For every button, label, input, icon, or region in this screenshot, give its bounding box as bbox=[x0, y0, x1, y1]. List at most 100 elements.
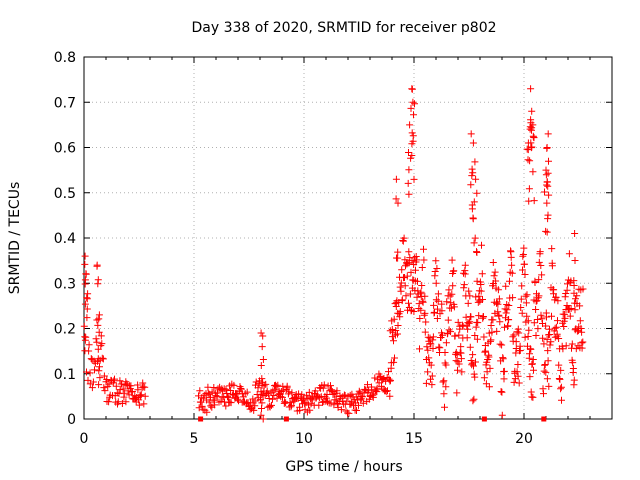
data-point bbox=[447, 299, 455, 307]
data-point bbox=[111, 375, 118, 383]
data-point bbox=[439, 331, 446, 339]
data-point bbox=[283, 382, 291, 390]
data-point bbox=[526, 373, 534, 381]
data-point bbox=[203, 408, 211, 416]
data-point bbox=[243, 388, 251, 396]
data-point bbox=[119, 385, 127, 393]
data-point bbox=[397, 287, 405, 295]
data-point bbox=[327, 399, 335, 407]
data-point bbox=[528, 360, 536, 368]
data-point bbox=[414, 277, 421, 285]
data-point bbox=[429, 345, 437, 352]
data-point bbox=[510, 378, 518, 386]
data-point bbox=[471, 234, 479, 242]
data-point bbox=[460, 281, 468, 289]
data-point bbox=[523, 312, 531, 320]
data-point bbox=[540, 340, 548, 348]
data-point bbox=[554, 317, 561, 325]
data-point bbox=[204, 389, 212, 397]
data-point bbox=[432, 257, 440, 265]
data-point bbox=[539, 334, 547, 342]
data-point bbox=[421, 292, 429, 300]
data-point bbox=[548, 245, 556, 253]
data-point bbox=[411, 100, 418, 108]
data-point bbox=[327, 382, 334, 390]
data-point bbox=[81, 280, 89, 288]
data-point bbox=[405, 190, 413, 198]
data-point bbox=[222, 385, 230, 393]
data-point bbox=[487, 336, 495, 344]
data-point bbox=[543, 313, 550, 321]
data-point bbox=[482, 380, 490, 388]
data-point bbox=[527, 116, 535, 124]
data-point bbox=[519, 266, 526, 274]
data-point bbox=[472, 175, 480, 183]
data-point bbox=[562, 290, 570, 297]
x-tick-label: 0 bbox=[80, 431, 89, 447]
y-tick-label: 0.6 bbox=[54, 141, 76, 157]
data-point bbox=[441, 349, 449, 356]
data-point bbox=[399, 237, 407, 245]
data-point bbox=[463, 334, 471, 342]
data-point bbox=[467, 130, 475, 138]
data-point bbox=[220, 385, 228, 393]
data-point bbox=[493, 327, 501, 335]
data-point bbox=[525, 326, 533, 334]
data-point bbox=[105, 398, 113, 406]
x-tick-label: 5 bbox=[190, 431, 199, 447]
data-point bbox=[224, 393, 231, 401]
data-point bbox=[560, 317, 568, 325]
data-point bbox=[435, 343, 443, 351]
data-point bbox=[505, 302, 513, 309]
data-point bbox=[540, 390, 547, 398]
data-point bbox=[85, 347, 93, 355]
data-point bbox=[373, 384, 381, 392]
data-point bbox=[552, 323, 560, 331]
data-point bbox=[529, 356, 537, 363]
data-point bbox=[94, 355, 102, 363]
data-point bbox=[83, 294, 91, 302]
data-point bbox=[466, 343, 474, 351]
data-point bbox=[522, 299, 530, 307]
data-point bbox=[394, 322, 402, 329]
data-point bbox=[578, 344, 586, 352]
data-point bbox=[469, 397, 477, 405]
data-point bbox=[556, 375, 564, 383]
data-point bbox=[550, 286, 558, 294]
data-point bbox=[392, 327, 400, 334]
data-point bbox=[390, 315, 398, 323]
data-point bbox=[543, 228, 551, 236]
data-point bbox=[440, 377, 448, 385]
data-point bbox=[274, 381, 282, 389]
data-point bbox=[211, 401, 219, 409]
data-point bbox=[386, 377, 394, 385]
data-point bbox=[553, 330, 561, 338]
data-point bbox=[548, 262, 556, 270]
data-point bbox=[548, 312, 555, 320]
data-point bbox=[482, 347, 489, 355]
data-point bbox=[140, 400, 148, 408]
data-point bbox=[401, 256, 409, 264]
data-point bbox=[563, 302, 571, 309]
data-point bbox=[258, 399, 266, 407]
data-point bbox=[472, 323, 480, 331]
data-point bbox=[436, 344, 444, 352]
data-point bbox=[405, 248, 413, 256]
data-point bbox=[448, 256, 456, 264]
data-point bbox=[433, 315, 441, 322]
data-point bbox=[95, 381, 103, 389]
data-point bbox=[398, 296, 406, 304]
data-point bbox=[571, 257, 579, 264]
data-point bbox=[545, 191, 553, 199]
y-tick-label: 0.8 bbox=[54, 50, 76, 66]
data-point bbox=[545, 157, 552, 165]
data-point bbox=[498, 411, 506, 419]
data-point bbox=[495, 312, 503, 320]
data-point bbox=[563, 286, 571, 294]
axis-ticks: 0 5 10 15 20 0 0.1 0.2 0.3 0.4 0.5 0.6 0.7 0.8 bbox=[54, 50, 612, 447]
data-point bbox=[477, 287, 485, 295]
data-point bbox=[81, 333, 89, 341]
data-point bbox=[576, 317, 584, 325]
data-point bbox=[569, 365, 577, 372]
